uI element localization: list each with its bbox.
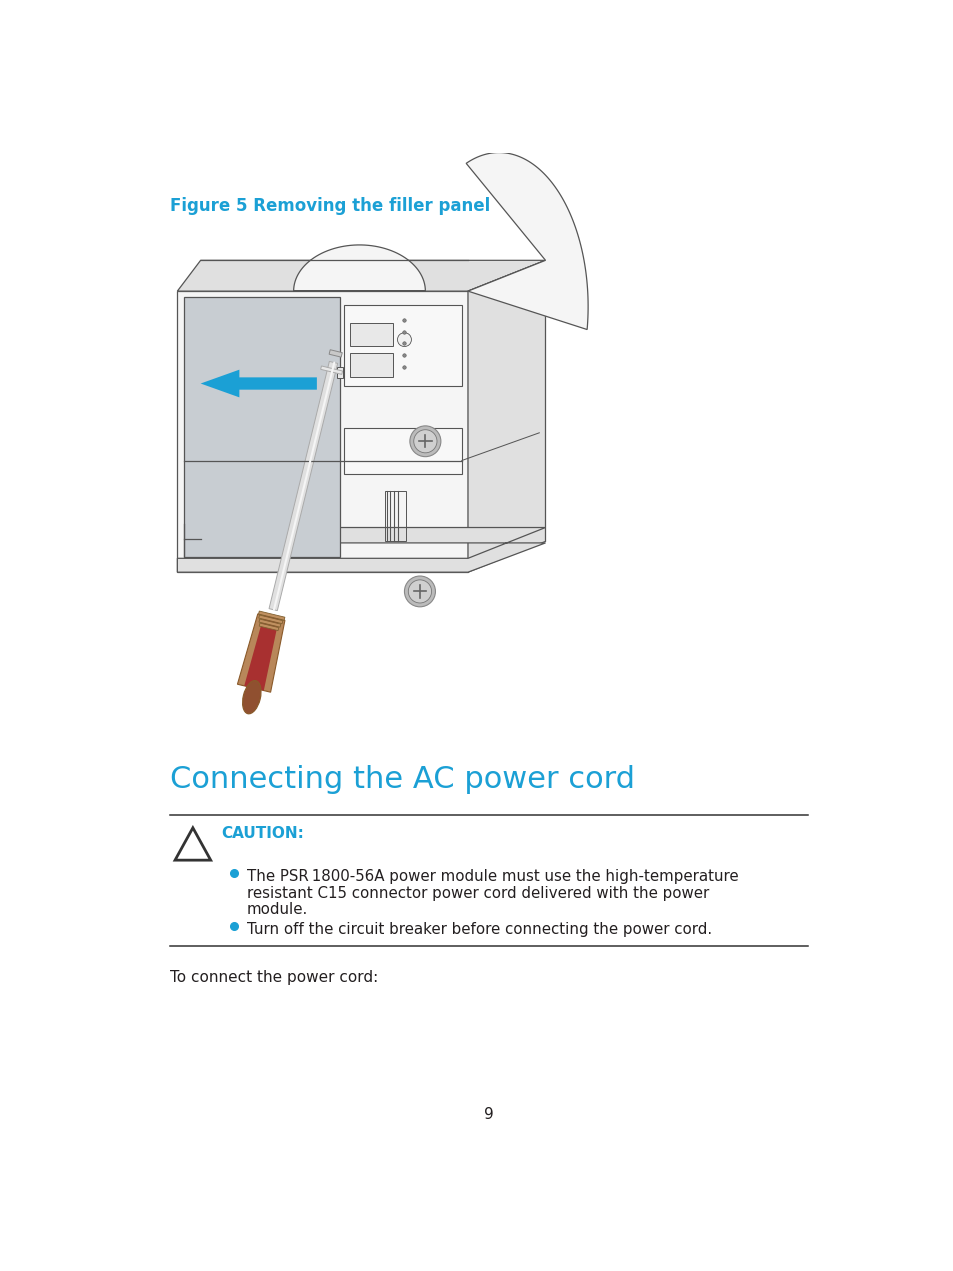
Polygon shape	[258, 611, 285, 620]
Bar	[350, 353, 393, 376]
Polygon shape	[259, 623, 278, 630]
Polygon shape	[258, 619, 280, 627]
Bar	[336, 367, 343, 379]
Polygon shape	[320, 366, 342, 375]
Text: To connect the power cord:: To connect the power cord:	[170, 970, 377, 985]
Polygon shape	[177, 261, 545, 291]
Bar	[344, 305, 461, 386]
Polygon shape	[466, 153, 587, 329]
Text: resistant C15 connector power cord delivered with the power: resistant C15 connector power cord deliv…	[247, 886, 709, 901]
Polygon shape	[237, 614, 285, 693]
Polygon shape	[177, 527, 545, 572]
Polygon shape	[269, 361, 337, 610]
Polygon shape	[200, 370, 316, 398]
Text: 9: 9	[483, 1107, 494, 1122]
Ellipse shape	[242, 680, 261, 714]
Polygon shape	[174, 827, 211, 860]
Text: The PSR 1800-56A power module must use the high-temperature: The PSR 1800-56A power module must use t…	[247, 868, 738, 883]
Circle shape	[408, 580, 431, 602]
Polygon shape	[258, 615, 282, 624]
Text: module.: module.	[247, 902, 308, 918]
Polygon shape	[244, 615, 278, 690]
Polygon shape	[294, 245, 425, 291]
Circle shape	[410, 426, 440, 456]
Circle shape	[397, 333, 411, 347]
Bar	[350, 323, 393, 346]
Text: Figure 5 Removing the filler panel: Figure 5 Removing the filler panel	[170, 197, 489, 215]
Text: Connecting the AC power cord: Connecting the AC power cord	[170, 765, 634, 793]
Circle shape	[414, 430, 436, 452]
Polygon shape	[183, 297, 340, 557]
Circle shape	[404, 576, 435, 606]
Polygon shape	[329, 350, 342, 357]
Bar	[385, 492, 406, 541]
Bar	[344, 428, 461, 474]
Text: Turn off the circuit breaker before connecting the power cord.: Turn off the circuit breaker before conn…	[247, 921, 712, 937]
Polygon shape	[177, 291, 468, 572]
Polygon shape	[468, 261, 545, 572]
Text: CAUTION:: CAUTION:	[221, 826, 304, 841]
